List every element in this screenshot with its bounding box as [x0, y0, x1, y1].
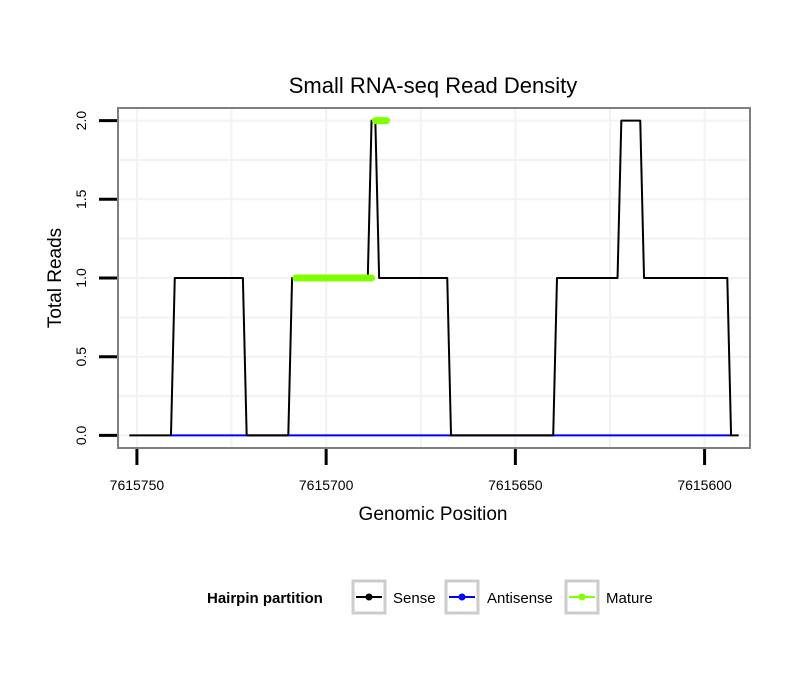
x-axis: 7615750 7615700 7615650 7615600	[110, 449, 732, 493]
y-axis-label: Total Reads	[45, 228, 66, 328]
y-tick-label: 1.0	[73, 268, 89, 288]
legend-key-mature	[564, 579, 600, 615]
x-tick-label: 7615650	[488, 477, 543, 493]
legend-label-antisense: Antisense	[487, 590, 553, 607]
x-axis-label: Genomic Position	[359, 504, 508, 525]
legend-point-mature	[578, 593, 586, 601]
legend-point-antisense	[458, 593, 466, 601]
y-axis: 0.0 0.5 1.0 1.5 2.0	[73, 111, 117, 445]
legend-label-sense: Sense	[393, 590, 436, 607]
x-tick-label: 7615700	[299, 477, 354, 493]
legend-label-mature: Mature	[606, 590, 653, 607]
panel-border	[117, 107, 751, 449]
legend-title: Hairpin partition	[207, 590, 323, 607]
y-tick-label: 0.0	[73, 425, 89, 445]
x-tick-label: 7615600	[677, 477, 732, 493]
y-tick-label: 0.5	[73, 347, 89, 367]
series-sense-line	[129, 119, 739, 437]
legend-point-sense	[365, 593, 373, 601]
chart-title: Small RNA-seq Read Density	[289, 73, 578, 98]
legend: Hairpin partition Sense Antisense Mature	[207, 579, 653, 615]
x-tick-label: 7615750	[110, 477, 165, 493]
series-layer	[129, 117, 739, 437]
y-tick-label: 2.0	[73, 111, 89, 131]
y-tick-label: 1.5	[73, 189, 89, 209]
